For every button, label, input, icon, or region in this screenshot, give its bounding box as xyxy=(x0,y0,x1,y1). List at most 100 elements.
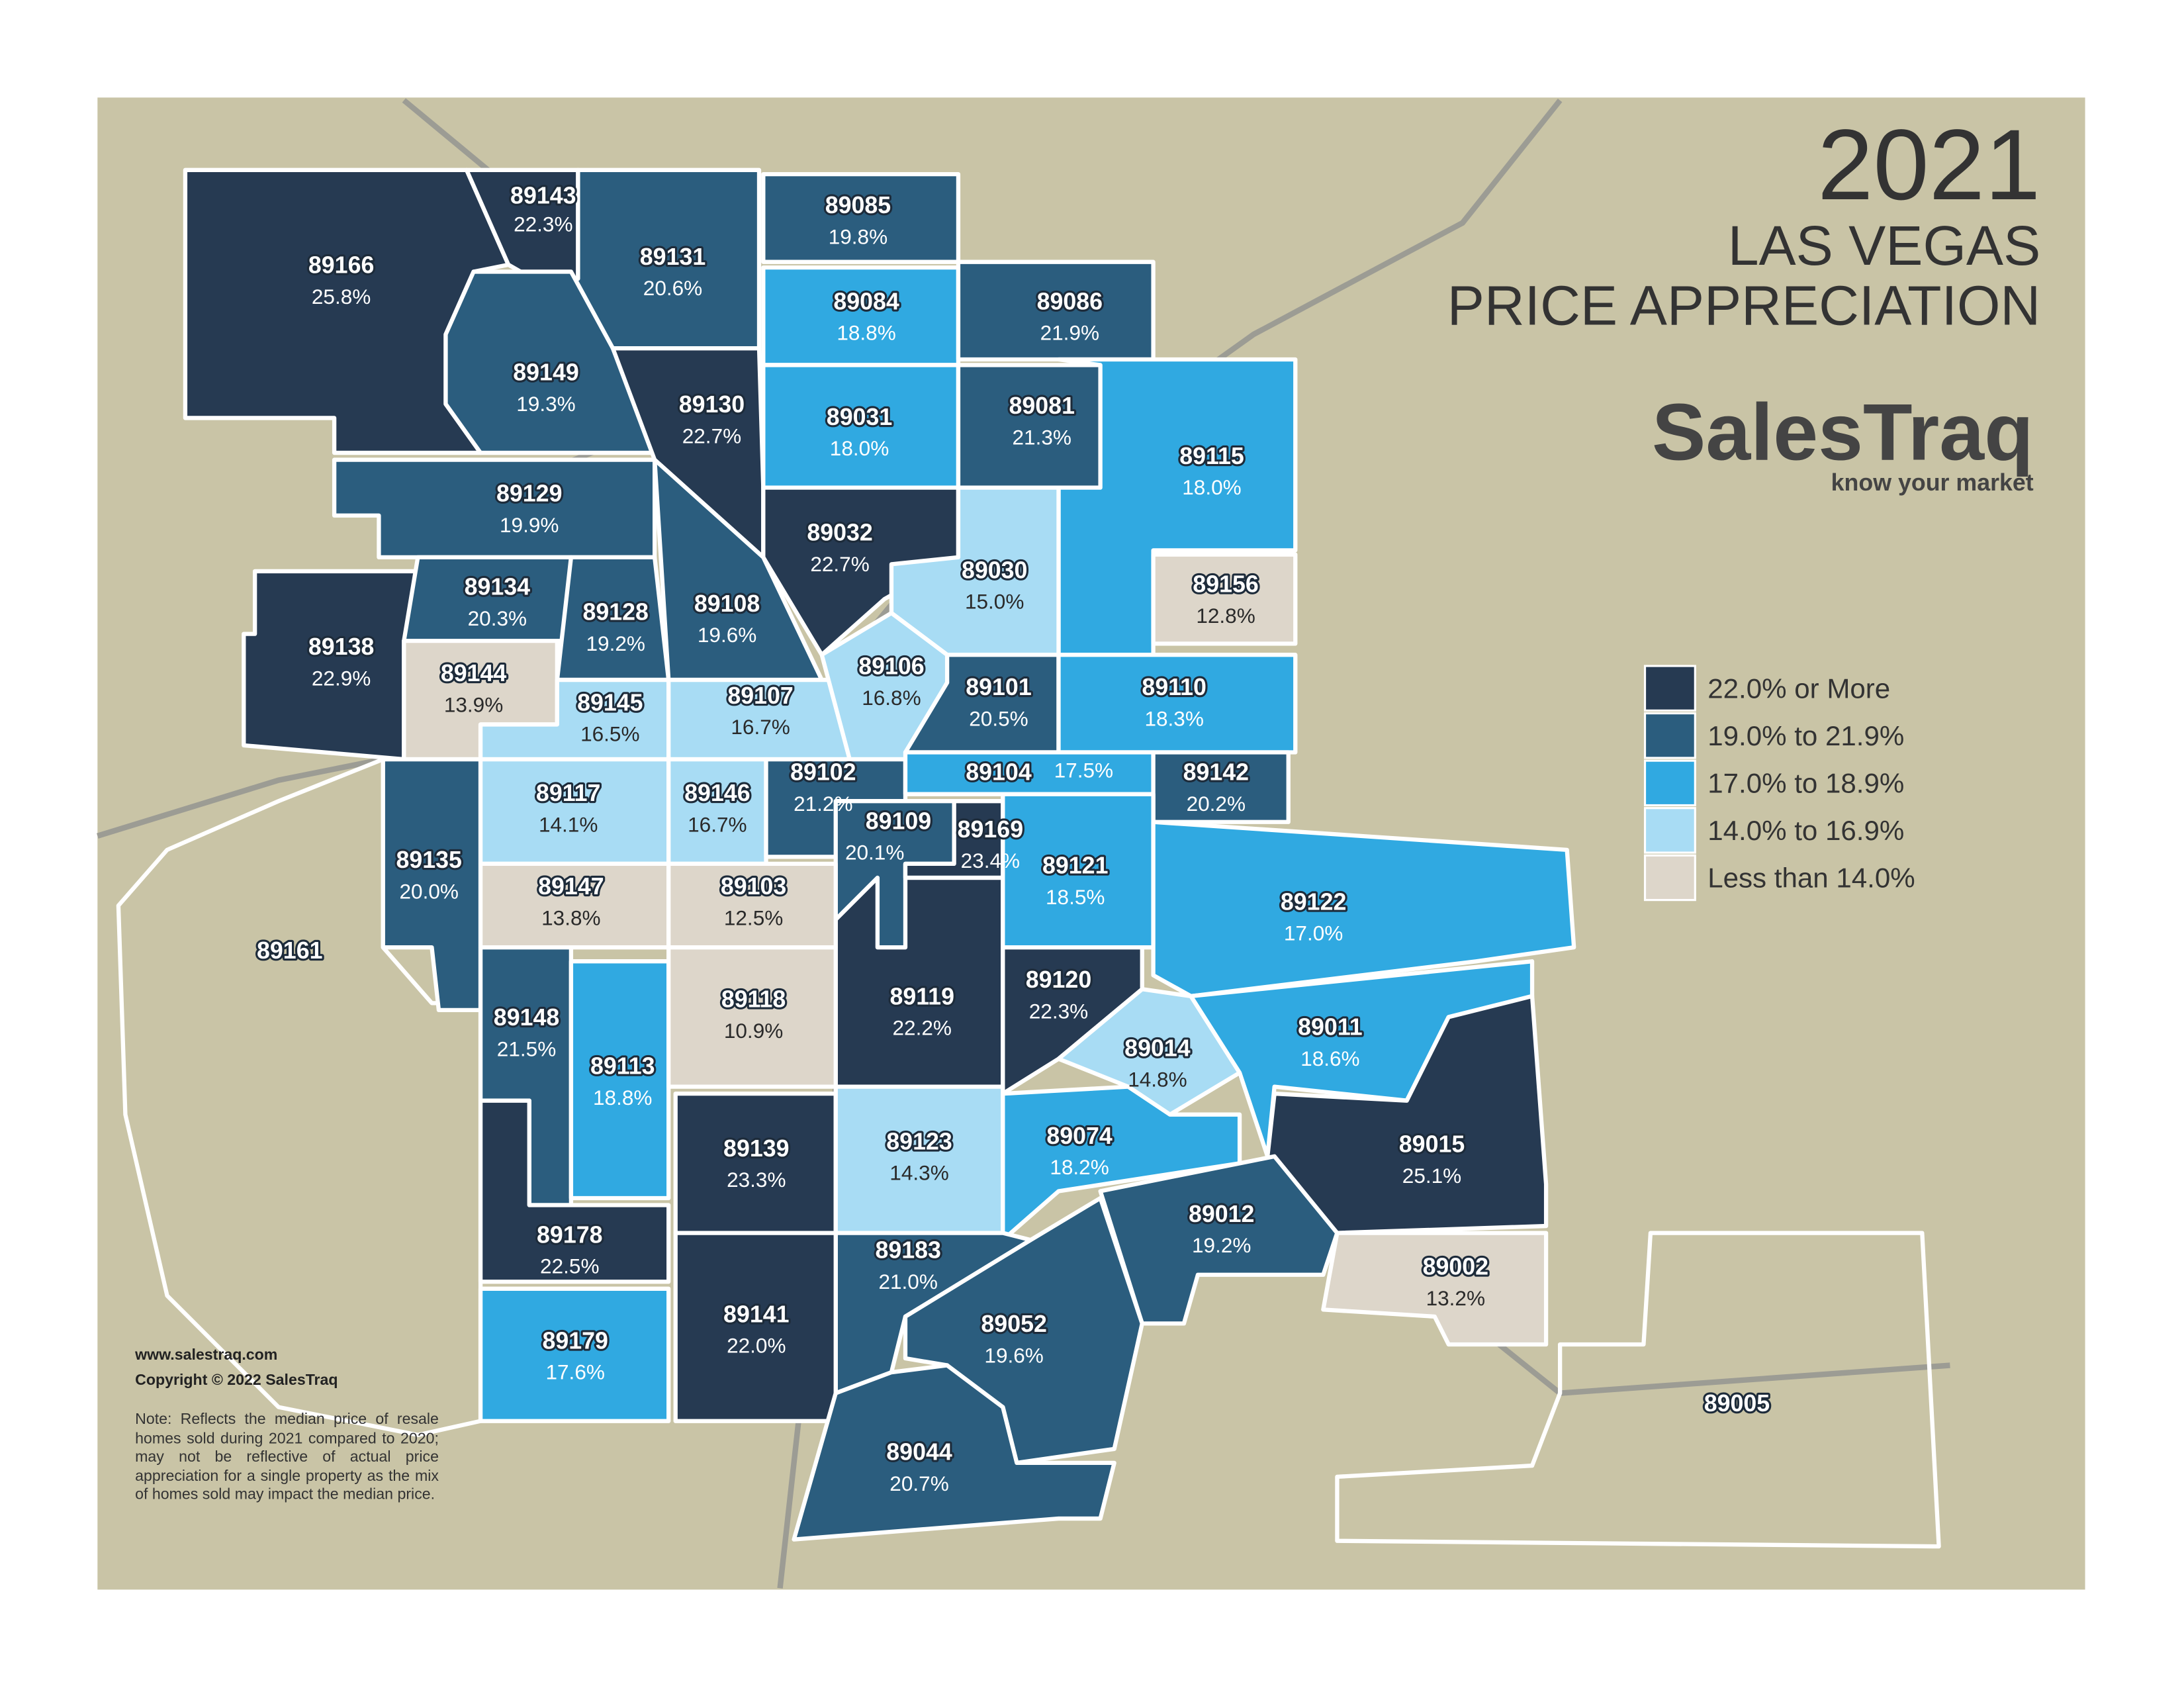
zip-region xyxy=(761,265,961,367)
zip-region xyxy=(1335,1231,1941,1549)
zip-region xyxy=(443,269,657,455)
zip-change: 16.7% xyxy=(731,715,790,739)
zip-change: 22.3% xyxy=(1029,999,1088,1023)
zip-change: 16.7% xyxy=(688,812,747,836)
website: www.salestraq.com xyxy=(134,1346,277,1363)
zip-code: 89052 xyxy=(981,1311,1046,1337)
zip-code: 89119 xyxy=(889,983,954,1009)
legend-swatch xyxy=(1643,854,1696,902)
zip-change: 17.5% xyxy=(1054,758,1113,782)
zip-code: 89005 xyxy=(1704,1390,1770,1417)
zip-region xyxy=(833,1084,1005,1235)
zip-code: 89044 xyxy=(886,1439,952,1466)
zip-code: 89142 xyxy=(1183,759,1249,786)
legend-label: 17.0% to 18.9% xyxy=(1707,768,1904,799)
note: Note: Reflects the median price of resal… xyxy=(135,1411,439,1503)
zip-code: 89169 xyxy=(958,816,1023,843)
zip-code: 89120 xyxy=(1026,966,1091,993)
zip-change: 13.9% xyxy=(444,692,503,716)
zip-code: 89129 xyxy=(496,481,562,507)
zip-change: 16.8% xyxy=(862,686,921,710)
zip-code: 89146 xyxy=(684,780,750,806)
zip-code: 89145 xyxy=(577,689,643,716)
zip-change: 22.2% xyxy=(893,1016,952,1040)
zip-region xyxy=(569,959,671,1201)
zip-change: 17.6% xyxy=(545,1360,604,1384)
zip-change: 20.2% xyxy=(1187,792,1246,816)
zip-region xyxy=(666,757,768,867)
zip-change: 22.0% xyxy=(727,1334,786,1358)
title-line: PRICE APPRECIATION xyxy=(1447,274,2040,336)
zip-code: 89081 xyxy=(1009,393,1075,419)
legend-swatch xyxy=(1643,807,1696,854)
zip-code: 89128 xyxy=(582,599,648,626)
zip-code: 89002 xyxy=(1423,1254,1488,1280)
zip-code: 89103 xyxy=(721,873,786,900)
zip-code: 89183 xyxy=(875,1237,940,1263)
note-box: Note: Reflects the median price of resal… xyxy=(135,1411,439,1503)
zip-region xyxy=(792,1363,1116,1542)
zip-change: 13.2% xyxy=(1426,1286,1485,1310)
zip-code: 89015 xyxy=(1399,1131,1465,1158)
zip-change: 20.3% xyxy=(468,606,527,630)
zip-code: 89134 xyxy=(465,574,531,600)
zip-change: 18.8% xyxy=(593,1086,652,1109)
zip-code: 89014 xyxy=(1124,1035,1191,1061)
zip-change: 22.7% xyxy=(682,424,741,447)
zip-change: 12.5% xyxy=(724,906,783,929)
zip-change: 23.4% xyxy=(961,849,1020,872)
zip-code: 89102 xyxy=(790,759,856,786)
zip-code: 89117 xyxy=(536,780,600,806)
zip-change: 20.6% xyxy=(643,276,702,300)
zip-region xyxy=(478,1286,671,1423)
zip-region xyxy=(1001,1084,1242,1243)
zip-region xyxy=(666,945,838,1089)
zip-code: 89118 xyxy=(721,986,786,1013)
zip-region xyxy=(1098,1154,1340,1326)
zip-change: 21.3% xyxy=(1013,425,1071,449)
zip-region xyxy=(242,569,420,762)
zip-change: 21.2% xyxy=(794,792,852,816)
zip-change: 22.7% xyxy=(810,552,869,576)
zip-code: 89141 xyxy=(723,1301,789,1327)
zip-code: 89123 xyxy=(886,1128,952,1154)
zip-code: 89101 xyxy=(966,674,1031,700)
zip-labels: 89161 89005 89166 25.8% 89143 22.3% 89131 20.6%… xyxy=(255,180,1772,1495)
zip-code: 89148 xyxy=(494,1004,559,1031)
title-line: LAS VEGAS xyxy=(1728,214,2041,277)
zip-change: 10.9% xyxy=(724,1019,783,1043)
zip-change: 14.1% xyxy=(539,812,598,836)
zip-code: 89012 xyxy=(1189,1201,1254,1227)
zip-change: 13.8% xyxy=(541,906,600,929)
zip-change: 20.1% xyxy=(845,841,904,865)
zip-regions xyxy=(116,167,1941,1549)
zip-change: 19.2% xyxy=(586,632,645,655)
zip-change: 25.1% xyxy=(1402,1164,1461,1188)
zip-code: 89156 xyxy=(1193,571,1258,597)
title-year: 2021 xyxy=(1817,109,2040,221)
zip-code: 89106 xyxy=(858,653,924,680)
copyright: Copyright © 2022 SalesTraq xyxy=(135,1371,338,1388)
zip-change: 19.9% xyxy=(500,513,559,537)
zip-code: 89122 xyxy=(1281,888,1346,915)
logo-tagline: know your market xyxy=(1831,469,2034,496)
legend-swatch xyxy=(1643,759,1696,807)
zip-change: 18.0% xyxy=(1182,475,1241,499)
zip-code: 89121 xyxy=(1042,853,1108,879)
zip-change: 19.6% xyxy=(984,1343,1043,1367)
zip-code: 89131 xyxy=(640,244,705,270)
zip-change: 18.6% xyxy=(1300,1047,1359,1070)
zip-change: 21.9% xyxy=(1040,321,1099,345)
zip-code: 89104 xyxy=(966,759,1032,786)
zip-change: 18.0% xyxy=(830,436,889,460)
zip-code: 89109 xyxy=(866,808,931,834)
zip-region xyxy=(1151,552,1298,646)
zip-change: 20.0% xyxy=(399,880,458,904)
zip-code: 89144 xyxy=(441,660,507,686)
zip-region xyxy=(1151,820,1576,998)
zip-change: 15.0% xyxy=(965,590,1024,614)
zip-code: 89161 xyxy=(257,937,322,964)
zip-code: 89178 xyxy=(537,1221,602,1248)
